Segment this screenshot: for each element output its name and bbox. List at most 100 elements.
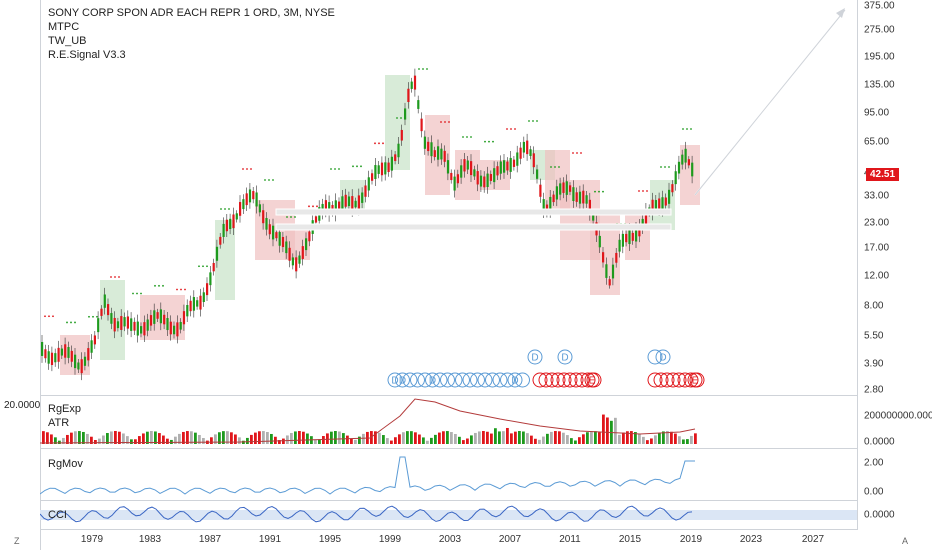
candle-body <box>235 213 238 220</box>
volume-bar <box>646 440 649 444</box>
signal-dot <box>440 121 442 123</box>
price-tick: 12.00 <box>864 270 890 282</box>
volume-bar <box>690 435 693 444</box>
arrow-head <box>836 8 845 18</box>
volume-bar <box>442 431 445 444</box>
candle-body <box>476 171 479 185</box>
rgexp-pane[interactable]: RgExp ATR <box>40 396 858 449</box>
candle-body <box>631 232 634 241</box>
candle-body <box>618 239 621 252</box>
candle-body <box>684 148 687 163</box>
candle-body <box>377 165 380 174</box>
candle-body <box>275 232 278 239</box>
signal-dot <box>374 142 376 145</box>
candle-body <box>347 196 351 207</box>
rgexp-axis-bottom: 0.0000 <box>864 436 895 448</box>
candle-body <box>126 316 129 329</box>
candle-body <box>166 318 169 331</box>
candle-body <box>536 169 539 179</box>
candle-body <box>90 340 93 353</box>
candle-body <box>248 189 252 203</box>
candle-body <box>417 100 420 109</box>
volume-bar <box>470 435 473 444</box>
volume-bar <box>354 439 357 444</box>
cci-pane[interactable]: CCI <box>40 501 858 530</box>
auto-scale-button[interactable]: A <box>902 536 909 546</box>
atr-label[interactable]: ATR <box>48 417 70 429</box>
signal-circle <box>538 372 554 388</box>
signal-dot <box>686 128 688 130</box>
volume-bar <box>70 432 73 444</box>
candle-body <box>427 141 430 152</box>
volume-bar <box>614 417 617 444</box>
rgmov-pane[interactable]: RgMov <box>40 449 858 501</box>
signal-dot <box>528 120 530 122</box>
candle-body <box>176 322 179 337</box>
volume-bar <box>114 431 117 444</box>
signal-dot <box>488 140 490 143</box>
candle-body <box>173 325 176 335</box>
cci-label[interactable]: CCI <box>48 509 67 521</box>
signal-dot <box>96 315 98 318</box>
candle-body <box>146 319 149 331</box>
volume-bar <box>142 433 145 444</box>
volume-bar <box>506 427 509 444</box>
signal-circle <box>440 372 455 388</box>
signal-dot <box>176 288 178 291</box>
volume-bar <box>514 431 517 444</box>
time-axis[interactable]: 1979 1983 1987 1991 1995 1999 2003 2007 2011 2015… <box>40 530 858 550</box>
volume-bar <box>266 431 269 444</box>
candle-body <box>664 197 667 206</box>
candle-body <box>453 176 456 191</box>
candle-body <box>262 210 265 224</box>
signal-dot <box>206 265 208 268</box>
signal-circle: D <box>387 372 403 388</box>
candle-body <box>569 185 572 192</box>
indicator-mtpc[interactable]: MTPC <box>48 21 80 33</box>
candle-body <box>272 225 275 240</box>
candle-body <box>361 192 364 203</box>
price-axis[interactable]: 375.00275.00195.00135.0095.0065.0047.003… <box>857 0 932 396</box>
candle-body <box>133 321 136 331</box>
price-chart-canvas[interactable]: D D D D ED D DE <box>40 0 858 395</box>
candle-body <box>390 156 393 171</box>
volume-bar <box>166 438 169 444</box>
volume-bar <box>594 431 597 444</box>
indicator-re-signal[interactable]: R.E.Signal V3.3 <box>48 49 126 61</box>
rgexp-label[interactable]: RgExp <box>48 403 82 415</box>
volume-bar <box>210 437 213 444</box>
signal-dot <box>228 208 230 210</box>
signal-dot <box>162 284 164 287</box>
volume-bar <box>446 431 449 444</box>
volume-bar <box>330 431 333 444</box>
rgexp-left-value: 20.0000 <box>4 400 41 411</box>
volume-bar <box>554 431 557 444</box>
volume-bar <box>586 432 589 444</box>
rgmov-label[interactable]: RgMov <box>48 458 83 470</box>
candle-body <box>658 198 661 211</box>
symbol-title[interactable]: SONY CORP SPON ADR EACH REPR 1 ORD, 3M, … <box>48 7 335 19</box>
volume-bar <box>274 436 277 444</box>
left-scale-column: 20.0000 <box>0 0 41 550</box>
volume-bar <box>678 436 681 444</box>
volume-bar <box>218 432 221 444</box>
candle-body <box>87 348 90 361</box>
timezone-corner[interactable]: Z <box>14 536 20 546</box>
signal-dot <box>48 315 50 318</box>
candle-body <box>351 196 354 210</box>
indicator-tw-ub[interactable]: TW_UB <box>48 35 87 47</box>
signal-dot <box>506 128 508 130</box>
price-tick: 65.00 <box>864 136 890 148</box>
candle-body <box>384 162 387 175</box>
candle-body <box>651 199 654 214</box>
signal-dot <box>668 166 670 168</box>
volume-bar <box>346 435 349 444</box>
volume-bar <box>394 437 397 444</box>
candle-body <box>222 223 225 237</box>
candle-body <box>483 176 486 188</box>
signal-circle: E <box>687 372 703 388</box>
last-price-label: 42.51 <box>866 168 900 181</box>
signal-dot <box>642 190 644 192</box>
volume-bar <box>606 417 609 444</box>
